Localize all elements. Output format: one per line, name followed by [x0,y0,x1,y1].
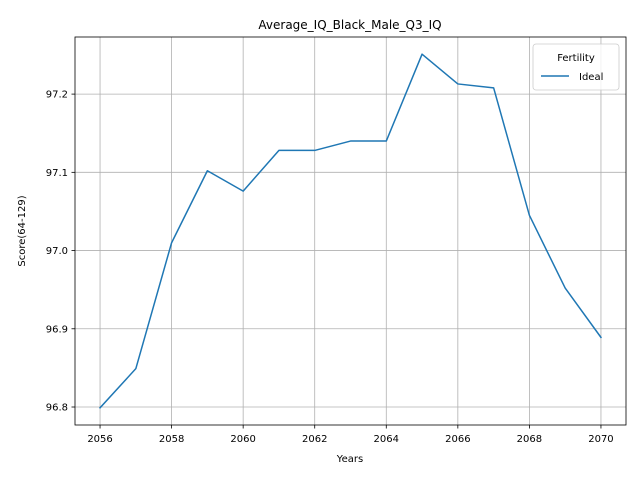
x-tick-label: 2058 [159,434,184,445]
x-axis-ticks: 2056 2058 2060 2062 2064 2066 2068 2070 [87,425,614,445]
chart-title: Average_IQ_Black_Male_Q3_IQ [258,18,441,32]
x-tick-label: 2056 [87,434,112,445]
x-tick-label: 2064 [374,434,399,445]
y-axis-label: Score(64-129) [17,195,28,266]
y-tick-label: 97.0 [46,246,68,257]
y-tick-label: 97.2 [46,90,68,101]
x-tick-label: 2068 [517,434,542,445]
y-axis-ticks: 96.8 96.9 97.0 97.1 97.2 [46,90,75,414]
x-tick-label: 2060 [230,434,255,445]
series-layer [98,53,602,409]
y-tick-label: 96.8 [46,403,68,414]
x-tick-label: 2066 [445,434,470,445]
y-tick-label: 97.1 [46,168,68,179]
legend-box [532,43,620,91]
y-tick-label: 96.9 [46,324,68,335]
legend-title: Fertility [557,53,595,64]
grid [75,37,626,425]
series-line-ideal [98,53,602,409]
x-tick-label: 2070 [588,434,613,445]
plot-frame [74,36,627,426]
x-axis-label: Years [336,454,363,465]
legend: Fertility Ideal [532,43,620,91]
legend-label-ideal: Ideal [579,72,603,83]
x-tick-label: 2062 [302,434,327,445]
